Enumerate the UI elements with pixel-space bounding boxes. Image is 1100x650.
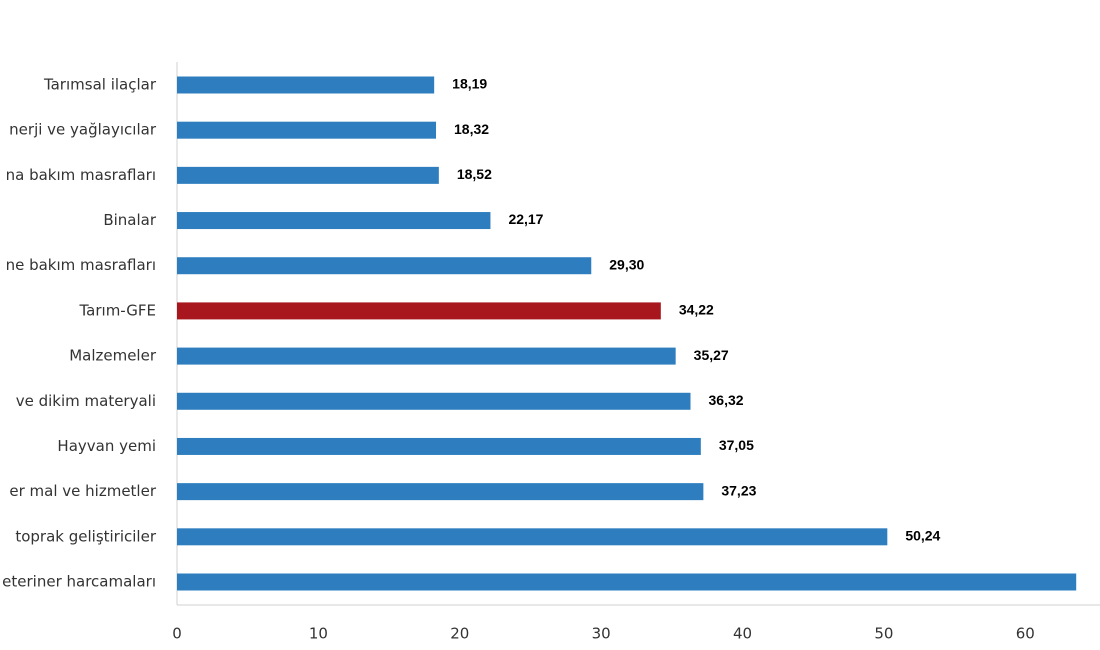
bar (177, 528, 888, 546)
x-tick-label: 10 (309, 625, 328, 643)
value-label: 35,27 (694, 347, 729, 363)
value-label: 37,23 (721, 482, 756, 498)
x-tick-label: 40 (733, 625, 752, 643)
value-label: 18,19 (452, 76, 487, 92)
bar (177, 121, 437, 139)
x-tick-label: 0 (172, 625, 182, 643)
y-tick-label: eteriner harcamaları (2, 573, 156, 591)
value-label: 50,24 (905, 528, 940, 544)
x-tick-label: 30 (592, 625, 611, 643)
y-tick-label: ne bakım masrafları (6, 256, 156, 274)
bar (177, 166, 439, 184)
bar (177, 76, 435, 94)
value-label: 18,52 (457, 166, 492, 182)
x-tick-label: 20 (450, 625, 469, 643)
y-tick-label: Tarımsal ilaçlar (43, 76, 157, 94)
y-tick-label: Binalar (103, 211, 157, 229)
y-tick-label: Malzemeler (69, 347, 157, 365)
value-label: 18,32 (454, 121, 489, 137)
value-label: 22,17 (508, 211, 543, 227)
value-label: 34,22 (679, 302, 714, 318)
bar (177, 483, 704, 501)
y-tick-label: na bakım masrafları (6, 166, 156, 184)
value-label: 29,30 (609, 256, 644, 272)
bar (177, 392, 691, 410)
y-tick-label: er mal ve hizmetler (9, 482, 156, 500)
value-label: 36,32 (709, 392, 744, 408)
bar (177, 437, 701, 455)
x-tick-label: 50 (874, 625, 893, 643)
value-label: 37,05 (719, 437, 754, 453)
y-tick-label: ve dikim materyali (16, 392, 156, 410)
x-tick-label: 60 (1016, 625, 1035, 643)
bar (177, 347, 676, 365)
bar (177, 573, 1077, 591)
y-tick-label: Tarım-GFE (78, 301, 156, 319)
bar (177, 212, 491, 230)
y-tick-label: Hayvan yemi (57, 437, 156, 455)
bar (177, 302, 661, 320)
y-tick-label: nerji ve yağlayıcılar (9, 121, 157, 139)
bar (177, 257, 592, 275)
y-tick-label: toprak geliştiriciler (15, 527, 156, 545)
